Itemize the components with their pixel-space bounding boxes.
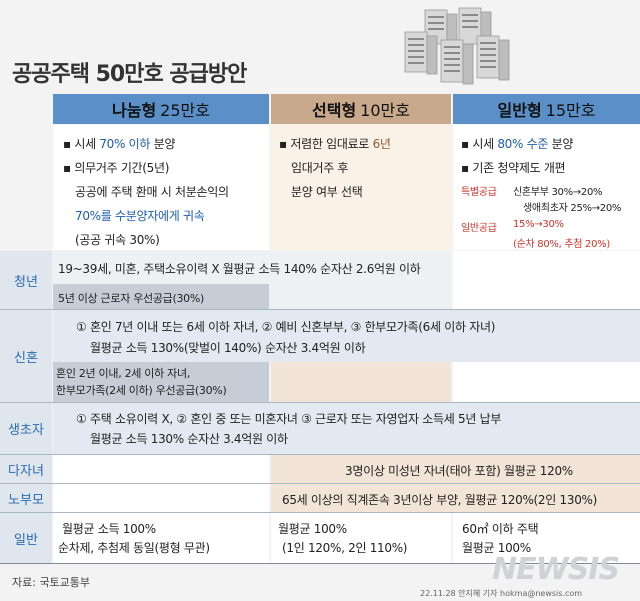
multichild-criteria: 3명이상 미성년 자녀(태아 포함) 월평균 120% <box>345 464 573 478</box>
newlywed-seontaek-cell <box>271 362 451 402</box>
column-name: 선택형 <box>312 101 357 120</box>
youth-priority: 5년 이상 근로자 우선공급(30%) <box>58 292 205 305</box>
youth-ilban-empty <box>453 251 640 309</box>
divider <box>0 309 640 310</box>
general-seontaek-line: (1인 120%, 2인 110%) <box>282 541 408 555</box>
youth-priority-band <box>53 284 269 309</box>
special-supply-line: 신혼부부 30%→20% <box>513 187 603 198</box>
multichild-band <box>271 455 640 483</box>
youth-criteria: 19~39세, 미혼, 주택소유이력 X 월평균 소득 140% 순자산 2.6… <box>58 262 421 276</box>
firsttime-band <box>53 403 640 454</box>
youth-band <box>53 251 451 284</box>
ilban-description: ▪ 시세 80% 수준 분양 ▪ 기존 청약제도 개편 특별공급 신혼부부 30… <box>453 125 640 250</box>
credit-line: 22.11.28 안지혜 기자 hokma@newsis.com <box>420 589 583 598</box>
seontaek-description: ▪ 저렴한 임대료로 6년 임대거주 후 분양 여부 선택 <box>271 125 451 250</box>
general-supply-line: (순차 80%, 추첨 20%) <box>513 239 610 250</box>
divider <box>0 454 640 455</box>
divider <box>0 512 640 513</box>
nanum-description: ▪ 시세 70% 이하 분양 ▪ 의무거주 기간(5년) 공공에 주택 환매 시… <box>53 125 269 250</box>
newsis-logo: NEWSIS <box>492 552 620 587</box>
general-ilban-line: 월평균 100% <box>462 541 531 555</box>
newlywed-priority-band <box>53 362 269 402</box>
divider <box>0 402 640 403</box>
newlywed-band <box>53 310 640 362</box>
desc-line: ▪ 저렴한 임대료로 6년 <box>279 137 391 151</box>
firsttime-criteria: ① 주택 소유이력 X, ② 혼인 중 또는 미혼자녀 ③ 근로자 또는 자영업… <box>76 412 502 426</box>
desc-line: 분양 여부 선택 <box>291 185 363 199</box>
desc-line: ▪ 시세 70% 이하 분양 <box>63 137 176 151</box>
general-supply-label: 일반공급 <box>461 223 497 234</box>
elderly-band <box>271 484 640 512</box>
general-seontaek-line: 월평균 100% <box>278 522 347 536</box>
column-header-ilban: 일반형 15만호 <box>453 94 640 124</box>
column-header-nanum: 나눔형 25만호 <box>53 94 269 124</box>
column-count: 15만호 <box>545 101 596 120</box>
column-name: 일반형 <box>497 101 542 120</box>
firsttime-income: 월평균 소득 130% 순자산 3.4억원 이하 <box>90 432 288 446</box>
apartment-buildings-illustration <box>404 7 510 85</box>
row-label-multichild: 다자녀 <box>0 455 52 483</box>
source-note: 자료: 국토교통부 <box>12 576 91 589</box>
newlywed-priority: 혼인 2년 이내, 2세 이하 자녀, <box>56 367 190 380</box>
special-supply-label: 특별공급 <box>461 187 497 198</box>
general-supply-line: 15%→30% <box>513 219 564 230</box>
row-label-firsttime: 생초자 <box>0 403 52 454</box>
general-ilban-line: 60㎡ 이하 주택 <box>462 522 539 536</box>
newlywed-priority: 한부모가족(2세 이하) 우선공급(30%) <box>56 384 227 397</box>
row-label-youth: 청년 <box>0 251 52 309</box>
row-label-newlywed: 신혼 <box>0 310 52 402</box>
multichild-nanum-empty <box>53 455 269 483</box>
general-nanum-cell <box>53 513 269 563</box>
newlywed-income: 월평균 소득 130%(맞벌이 140%) 순자산 3.4억원 이하 <box>90 341 366 355</box>
elderly-nanum-empty <box>53 484 269 512</box>
desc-line: 공공에 주택 환매 시 처분손익의 <box>75 185 229 199</box>
column-header-seontaek: 선택형 10만호 <box>271 94 451 124</box>
general-seontaek-cell <box>271 513 451 563</box>
desc-line: 임대거주 후 <box>291 161 349 175</box>
column-count: 10만호 <box>360 101 410 120</box>
column-name: 나눔형 <box>112 101 157 120</box>
desc-line: ▪ 시세 80% 수준 분양 <box>461 137 574 151</box>
desc-line: 70%를 수분양자에게 귀속 <box>75 209 205 223</box>
general-nanum-line: 순차제, 추첨제 동일(평형 무관) <box>58 541 210 555</box>
special-supply-line: 생애최초자 25%→20% <box>523 203 622 214</box>
newlywed-criteria: ① 혼인 7년 이내 또는 6세 이하 자녀, ② 예비 신혼부부, ③ 한부모… <box>76 320 496 334</box>
column-count: 25만호 <box>160 101 210 120</box>
divider <box>0 563 640 564</box>
row-label-elderly: 노부모 <box>0 484 52 512</box>
youth-band-right <box>269 284 451 309</box>
desc-line: ▪ 기존 청약제도 개편 <box>461 161 566 175</box>
elderly-criteria: 65세 이상의 직계존속 3년이상 부양, 월평균 120%(2인 130%) <box>282 493 598 507</box>
newlywed-ilban-empty <box>453 362 640 402</box>
page-title: 공공주택 50만호 공급방안 <box>12 62 247 87</box>
general-ilban-cell <box>453 513 640 563</box>
divider <box>0 483 640 484</box>
row-label-general: 일반 <box>0 513 52 563</box>
general-nanum-line: 월평균 소득 100% <box>62 522 156 536</box>
desc-line: ▪ 의무거주 기간(5년) <box>63 161 170 175</box>
desc-line: (공공 귀속 30%) <box>75 233 160 247</box>
